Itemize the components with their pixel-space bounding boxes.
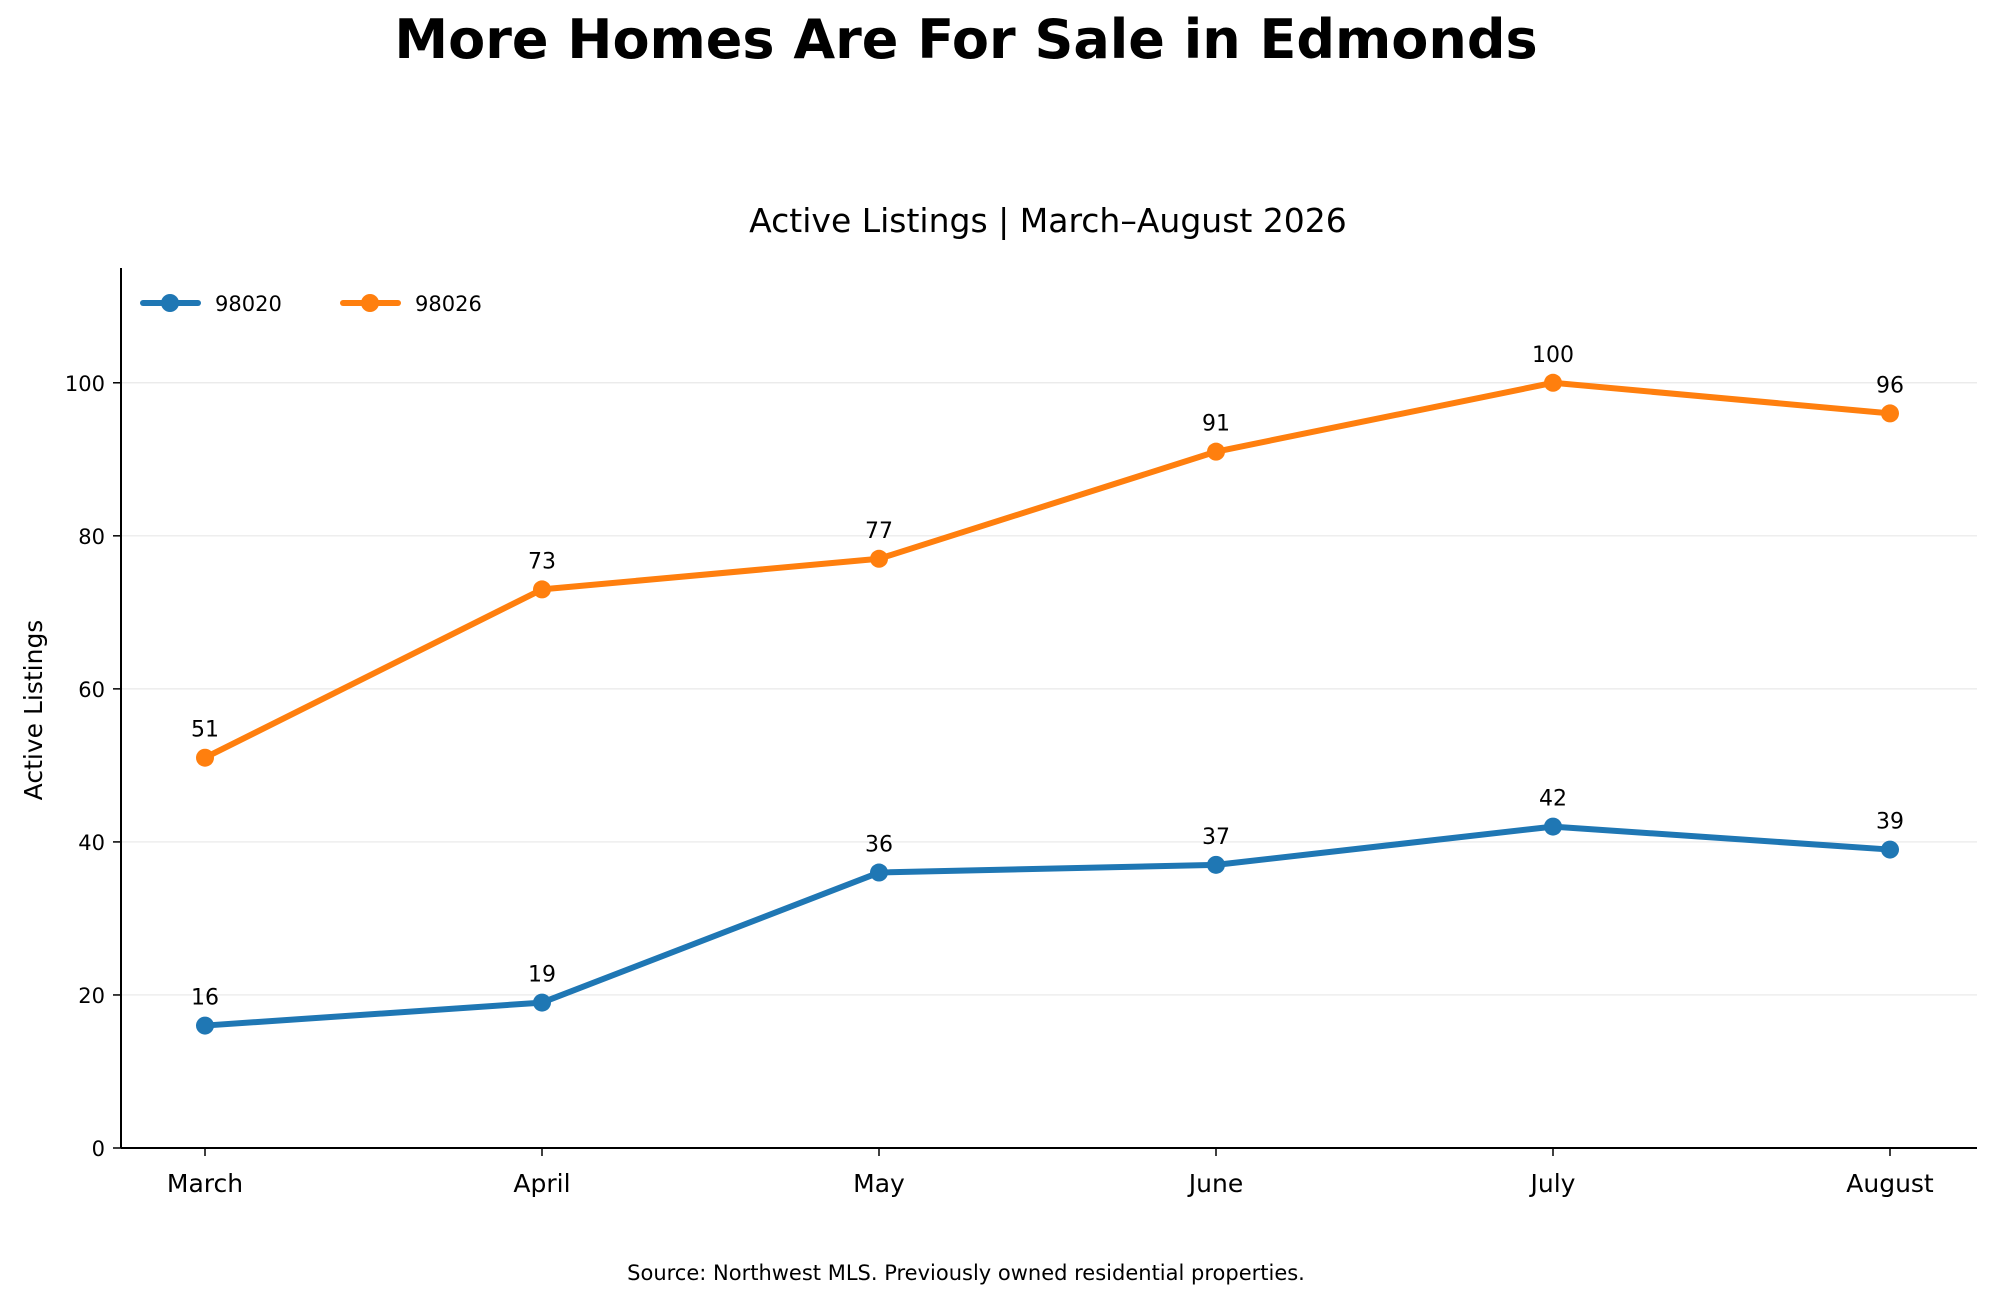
legend: 98020 98026 [140,292,482,316]
data-label: 91 [1202,412,1230,437]
x-tick-label: May [853,1169,905,1198]
data-label: 42 [1539,787,1567,812]
legend-label: 98020 [215,292,282,316]
series-line [202,823,1893,1029]
data-point [870,863,888,882]
chart-subtitle: Active Listings | March–August 2026 [749,201,1347,240]
data-label: 19 [528,963,556,988]
x-tick-label: March [167,1169,243,1198]
data-label: 73 [528,549,556,574]
data-label: 39 [1876,810,1904,835]
data-point [196,748,214,767]
data-label: 36 [865,833,893,858]
data-point [1544,817,1562,836]
series [196,373,1899,1035]
legend-marker [361,294,379,312]
legend-marker [161,294,179,312]
y-tick-label: 100 [65,372,105,396]
y-tick-label: 40 [78,831,105,855]
axes: 0 20 40 60 80 100 March April May June July August [65,268,1977,1198]
y-tick-label: 0 [92,1137,105,1161]
y-axis-label: Active Listings [19,620,48,801]
y-tick-label: 20 [78,984,105,1008]
x-tick-label: August [1846,1169,1934,1198]
data-point [1881,404,1899,423]
data-point [533,580,551,599]
data-point [196,1016,214,1035]
data-point [1544,373,1562,392]
data-labels: 16 19 36 37 42 39 51 73 77 91 100 96 [191,343,1904,1011]
x-tick-label: July [1529,1169,1576,1198]
y-tick-label: 80 [78,525,105,549]
data-point [1207,855,1225,874]
legend-label: 98026 [415,292,482,316]
data-label: 100 [1532,343,1574,368]
y-tick-label: 60 [78,678,105,702]
data-point [870,549,888,568]
x-tick-label: April [513,1169,570,1198]
data-label: 96 [1876,373,1904,398]
data-point [1881,840,1899,859]
data-point [1207,442,1225,461]
data-label: 16 [191,986,219,1011]
x-tick-label: June [1187,1169,1243,1198]
data-point [533,993,551,1012]
data-label: 37 [1202,825,1230,850]
data-label: 77 [865,519,893,544]
chart-title: More Homes Are For Sale in Edmonds [394,8,1537,71]
data-label: 51 [191,718,219,743]
series-line [202,379,1893,761]
source-note: Source: Northwest MLS. Previously owned … [627,1261,1305,1285]
grid-lines [121,382,1977,996]
